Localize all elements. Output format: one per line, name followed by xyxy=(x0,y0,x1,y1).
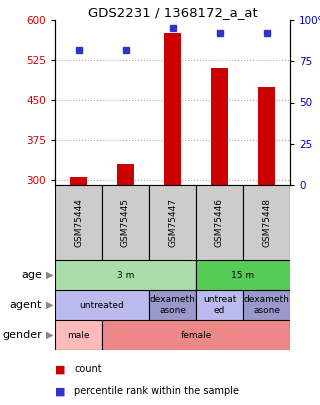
Bar xyxy=(196,290,243,320)
Text: GSM75448: GSM75448 xyxy=(262,198,271,247)
Bar xyxy=(164,33,181,185)
Text: percentile rank within the sample: percentile rank within the sample xyxy=(74,386,239,396)
Text: female: female xyxy=(180,330,212,339)
Text: age: age xyxy=(21,270,42,280)
Title: GDS2231 / 1368172_a_at: GDS2231 / 1368172_a_at xyxy=(88,6,257,19)
Text: GSM75446: GSM75446 xyxy=(215,198,224,247)
Text: count: count xyxy=(74,364,102,374)
Bar xyxy=(55,185,102,260)
Text: GSM75444: GSM75444 xyxy=(74,198,83,247)
Bar xyxy=(102,320,290,350)
Text: GSM75447: GSM75447 xyxy=(168,198,177,247)
Text: 15 m: 15 m xyxy=(231,271,255,279)
Text: dexameth
asone: dexameth asone xyxy=(149,295,196,315)
Text: ▶: ▶ xyxy=(46,270,54,280)
Text: ■: ■ xyxy=(55,364,66,374)
Text: agent: agent xyxy=(10,300,42,310)
Bar xyxy=(258,87,275,185)
Text: ■: ■ xyxy=(55,386,66,396)
Bar xyxy=(55,260,196,290)
Bar xyxy=(117,164,134,185)
Text: ▶: ▶ xyxy=(46,330,54,340)
Bar xyxy=(55,320,102,350)
Bar xyxy=(102,185,149,260)
Text: dexameth
asone: dexameth asone xyxy=(244,295,289,315)
Bar xyxy=(70,177,87,185)
Bar xyxy=(211,68,228,185)
Bar xyxy=(149,185,196,260)
Text: ▶: ▶ xyxy=(46,300,54,310)
Bar xyxy=(243,290,290,320)
Text: gender: gender xyxy=(3,330,42,340)
Bar xyxy=(196,260,290,290)
Text: male: male xyxy=(67,330,90,339)
Text: GSM75445: GSM75445 xyxy=(121,198,130,247)
Bar xyxy=(243,185,290,260)
Bar xyxy=(196,185,243,260)
Text: untreat
ed: untreat ed xyxy=(203,295,236,315)
Bar xyxy=(55,290,149,320)
Text: 3 m: 3 m xyxy=(117,271,134,279)
Bar xyxy=(149,290,196,320)
Text: untreated: untreated xyxy=(80,301,124,309)
